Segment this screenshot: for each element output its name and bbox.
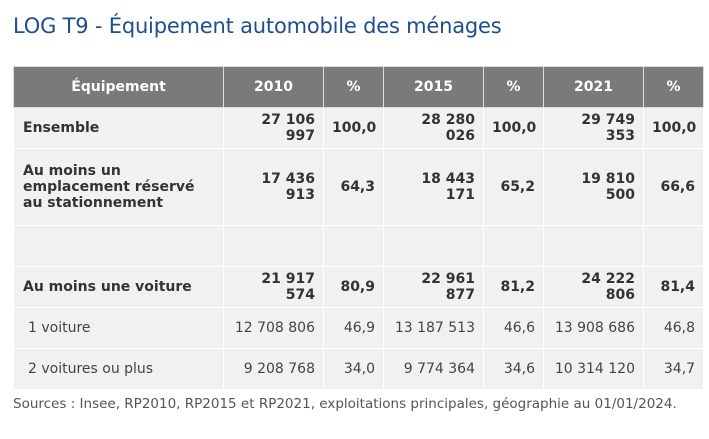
cell xyxy=(223,225,324,267)
cell: 29 749 353 xyxy=(543,107,644,149)
cell: 34,0 xyxy=(323,348,384,390)
cell: 34,6 xyxy=(483,348,544,390)
table-row-emplacement: Au moins un emplacement réservé au stati… xyxy=(13,148,704,226)
table-row-1-voiture: 1 voiture 12 708 806 46,9 13 187 513 46,… xyxy=(13,307,704,349)
row-label: Au moins une voiture xyxy=(13,266,224,308)
header-cell-pct-2015: % xyxy=(483,66,544,108)
cell: 9 208 768 xyxy=(223,348,324,390)
cell: 21 917 574 xyxy=(223,266,324,308)
cell xyxy=(323,225,384,267)
row-label: 2 voitures ou plus xyxy=(13,348,224,390)
cell: 12 708 806 xyxy=(223,307,324,349)
cell xyxy=(383,225,484,267)
cell xyxy=(643,225,704,267)
cell: 24 222 806 xyxy=(543,266,644,308)
cell: 28 280 026 xyxy=(383,107,484,149)
header-cell-pct-2021: % xyxy=(643,66,704,108)
row-label: Au moins un emplacement réservé au stati… xyxy=(13,148,224,226)
cell: 27 106 997 xyxy=(223,107,324,149)
cell: 13 908 686 xyxy=(543,307,644,349)
table-header-row: Équipement 2010 % 2015 % 2021 % xyxy=(13,66,704,108)
data-table: Équipement 2010 % 2015 % 2021 % Ensemble… xyxy=(13,66,704,390)
cell: 46,8 xyxy=(643,307,704,349)
cell: 100,0 xyxy=(643,107,704,149)
table-row-2-voitures-ou-plus: 2 voitures ou plus 9 208 768 34,0 9 774 … xyxy=(13,348,704,390)
row-label: 1 voiture xyxy=(13,307,224,349)
header-cell-2021: 2021 xyxy=(543,66,644,108)
cell: 13 187 513 xyxy=(383,307,484,349)
cell: 100,0 xyxy=(483,107,544,149)
header-cell-2015: 2015 xyxy=(383,66,484,108)
cell: 17 436 913 xyxy=(223,148,324,226)
header-cell-equipement: Équipement xyxy=(13,66,224,108)
cell xyxy=(543,225,644,267)
table-row-empty xyxy=(13,225,704,267)
page-title: LOG T9 - Équipement automobile des ménag… xyxy=(13,14,502,38)
cell: 34,7 xyxy=(643,348,704,390)
cell: 81,4 xyxy=(643,266,704,308)
header-cell-2010: 2010 xyxy=(223,66,324,108)
cell: 10 314 120 xyxy=(543,348,644,390)
cell: 18 443 171 xyxy=(383,148,484,226)
row-label: Ensemble xyxy=(13,107,224,149)
cell: 46,6 xyxy=(483,307,544,349)
cell: 65,2 xyxy=(483,148,544,226)
cell: 9 774 364 xyxy=(383,348,484,390)
header-cell-pct-2010: % xyxy=(323,66,384,108)
table-row-au-moins-une-voiture: Au moins une voiture 21 917 574 80,9 22 … xyxy=(13,266,704,308)
row-label xyxy=(13,225,224,267)
cell: 46,9 xyxy=(323,307,384,349)
cell: 64,3 xyxy=(323,148,384,226)
cell xyxy=(483,225,544,267)
cell: 19 810 500 xyxy=(543,148,644,226)
cell: 81,2 xyxy=(483,266,544,308)
cell: 22 961 877 xyxy=(383,266,484,308)
cell: 100,0 xyxy=(323,107,384,149)
cell: 66,6 xyxy=(643,148,704,226)
source-note: Sources : Insee, RP2010, RP2015 et RP202… xyxy=(13,396,677,412)
table-row-ensemble: Ensemble 27 106 997 100,0 28 280 026 100… xyxy=(13,107,704,149)
cell: 80,9 xyxy=(323,266,384,308)
